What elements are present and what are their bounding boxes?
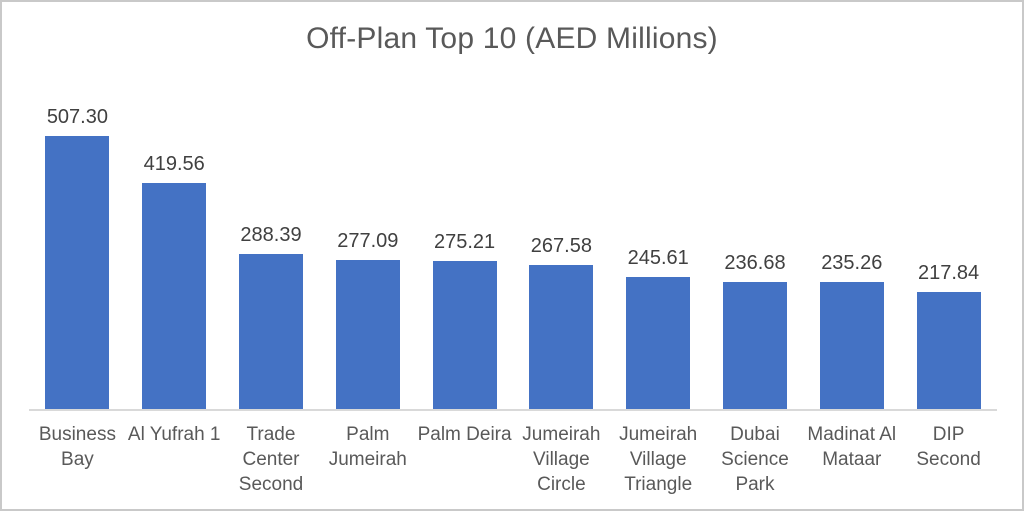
chart-title: Off-Plan Top 10 (AED Millions) <box>306 22 718 55</box>
category-label: Jumeirah Village Circle <box>522 424 601 495</box>
bar-column: 507.30 <box>29 106 126 409</box>
bar-value-label: 419.56 <box>143 153 205 175</box>
bar-value-label: 288.39 <box>240 224 302 246</box>
bar <box>819 282 884 409</box>
bar-value-label: 277.09 <box>337 230 399 252</box>
bar <box>916 292 981 409</box>
bar-column: 217.84 <box>900 262 997 409</box>
category-label: Jumeirah Village Triangle <box>619 424 698 495</box>
bar-column: 235.26 <box>803 252 900 409</box>
category-label: Dubai Science Park <box>721 424 789 495</box>
bar <box>432 261 497 409</box>
bar <box>626 277 691 409</box>
x-axis-line <box>29 409 997 411</box>
bar-value-label: 236.68 <box>724 252 786 274</box>
bar <box>142 183 207 409</box>
bar-column: 267.58 <box>513 235 610 409</box>
bar-value-label: 507.30 <box>46 106 108 128</box>
bar-column: 419.56 <box>126 153 223 409</box>
category-label: Madinat Al Mataar <box>807 424 897 470</box>
category-label: Trade Center Second <box>238 424 304 495</box>
category-label: Al Yufrah 1 <box>127 424 221 445</box>
bar-column: 245.61 <box>610 247 707 409</box>
bar-value-label: 267.58 <box>530 235 592 257</box>
bar-column: 288.39 <box>223 224 320 409</box>
bar-column: 236.68 <box>707 252 804 409</box>
bar <box>45 136 110 409</box>
bar-value-label: 217.84 <box>917 262 980 284</box>
category-label: Palm Jumeirah <box>328 424 407 470</box>
bar-column: 275.21 <box>416 231 513 409</box>
bar <box>722 282 787 409</box>
bar <box>238 254 303 409</box>
bar <box>335 260 400 409</box>
bar-value-label: 235.26 <box>821 252 883 274</box>
category-label: Business Bay <box>38 424 116 470</box>
bar-value-label: 245.61 <box>627 247 689 269</box>
categories-row: Business Bay Al Yufrah 1 Trade Center Second P… <box>29 422 997 497</box>
category-label: DIP Second <box>916 424 981 470</box>
bars-row: 507.30 419.56 288.39 277.09 275.21 267.58 245.… <box>29 2 997 409</box>
bar-value-label: 275.21 <box>434 231 496 253</box>
bar <box>529 265 594 409</box>
bar-column: 277.09 <box>319 230 416 409</box>
category-label: Palm Deira <box>417 424 512 445</box>
